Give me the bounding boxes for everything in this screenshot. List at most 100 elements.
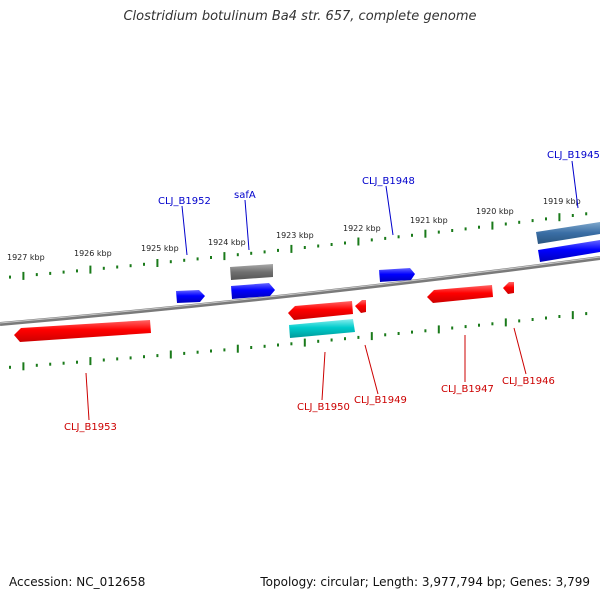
minor-tick: [317, 339, 320, 343]
gene-label[interactable]: CLJ_B1952: [158, 196, 211, 207]
major-tick: [22, 271, 25, 280]
scale-label: 1925 kbp: [141, 244, 179, 253]
gene-feature[interactable]: [288, 301, 353, 320]
minor-tick: [183, 351, 186, 355]
minor-tick: [277, 343, 279, 347]
minor-tick: [250, 251, 253, 255]
minor-tick: [558, 315, 561, 318]
forward-scale-track: [9, 212, 588, 280]
gene-label[interactable]: CLJ_B1953: [64, 422, 117, 433]
gene-feature[interactable]: [230, 264, 273, 280]
minor-tick: [518, 319, 521, 323]
gene-feature[interactable]: [355, 300, 366, 313]
minor-tick: [451, 326, 454, 330]
scale-label: 1926 kbp: [74, 249, 112, 258]
gene-feature[interactable]: [427, 285, 493, 303]
major-tick: [290, 244, 293, 253]
minor-tick: [518, 220, 521, 224]
scale-label: 1919 kbp: [543, 197, 581, 206]
minor-tick: [357, 335, 360, 339]
minor-tick: [236, 253, 239, 257]
scale-label: 1922 kbp: [343, 224, 381, 233]
minor-tick: [169, 260, 172, 264]
minor-tick: [116, 265, 119, 269]
minor-tick: [303, 246, 306, 249]
gene-label[interactable]: CLJ_B1945: [547, 150, 600, 161]
major-tick: [236, 344, 239, 353]
minor-tick: [62, 361, 65, 365]
minor-tick: [156, 354, 159, 358]
minor-tick: [143, 262, 145, 266]
gene-label[interactable]: CLJ_B1946: [502, 376, 555, 387]
major-tick: [370, 332, 373, 341]
major-tick: [156, 259, 159, 267]
gene-label[interactable]: CLJ_B1947: [441, 384, 494, 395]
minor-tick: [545, 316, 547, 320]
minor-tick: [545, 217, 547, 221]
gene-feature[interactable]: [538, 240, 600, 262]
minor-tick: [223, 348, 226, 352]
minor-tick: [344, 241, 346, 245]
minor-tick: [210, 349, 212, 353]
minor-tick: [504, 222, 507, 226]
major-tick: [89, 265, 92, 274]
gene-feature[interactable]: [289, 319, 355, 338]
minor-tick: [464, 325, 467, 329]
major-tick: [22, 362, 25, 371]
minor-tick: [585, 212, 588, 216]
major-tick: [571, 311, 574, 320]
gene-label[interactable]: CLJ_B1949: [354, 395, 407, 406]
minor-tick: [478, 225, 480, 229]
minor-tick: [571, 214, 574, 217]
accession-label: Accession: NC_012658: [9, 575, 146, 589]
gene-label[interactable]: safA: [234, 190, 256, 201]
minor-tick: [76, 269, 78, 273]
scale-label: 1924 kbp: [208, 238, 246, 247]
major-tick: [169, 350, 172, 359]
gene-feature[interactable]: [503, 282, 514, 294]
gene-feature[interactable]: [231, 283, 275, 299]
minor-tick: [397, 332, 400, 335]
minor-tick: [49, 271, 52, 275]
minor-tick: [491, 322, 494, 326]
minor-tick: [9, 275, 11, 279]
major-tick: [89, 357, 92, 366]
major-tick: [357, 237, 360, 246]
minor-tick: [384, 236, 387, 240]
minor-tick: [250, 346, 253, 349]
minor-tick: [585, 312, 588, 316]
minor-tick: [290, 342, 293, 346]
gene-feature[interactable]: [176, 290, 205, 303]
minor-tick: [196, 350, 199, 354]
major-tick: [424, 229, 427, 238]
scale-label: 1920 kbp: [476, 207, 514, 216]
gene-label[interactable]: CLJ_B1948: [362, 176, 415, 187]
minor-tick: [116, 357, 119, 361]
gene-feature[interactable]: [379, 268, 415, 282]
minor-tick: [464, 227, 467, 231]
major-tick: [437, 325, 440, 334]
gene-label[interactable]: CLJ_B1950: [297, 402, 350, 413]
minor-tick: [210, 256, 212, 259]
minor-tick: [384, 333, 387, 337]
minor-tick: [344, 337, 346, 341]
minor-tick: [531, 318, 534, 321]
gene-feature[interactable]: [14, 320, 151, 342]
minor-tick: [102, 266, 105, 270]
major-tick: [303, 338, 306, 347]
major-tick: [558, 213, 561, 222]
genome-backbone-highlight: [0, 256, 600, 324]
minor-tick: [277, 248, 279, 252]
minor-tick: [330, 243, 333, 246]
minor-tick: [143, 355, 145, 359]
minor-tick: [411, 330, 413, 334]
gene-feature[interactable]: [536, 222, 600, 244]
scale-label: 1927 kbp: [7, 253, 45, 262]
minor-tick: [317, 244, 320, 248]
scale-label: 1921 kbp: [410, 216, 448, 225]
minor-tick: [183, 258, 186, 262]
minor-tick: [62, 270, 65, 274]
minor-tick: [76, 360, 78, 364]
major-tick: [491, 221, 494, 230]
minor-tick: [129, 264, 132, 268]
